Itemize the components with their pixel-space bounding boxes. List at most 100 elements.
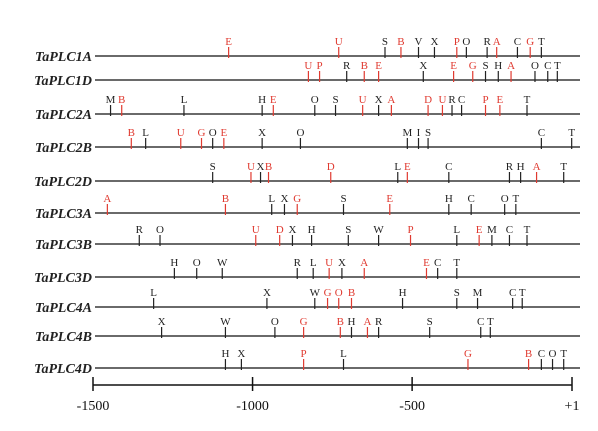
element-label: A: [103, 193, 111, 205]
element-label: C: [477, 316, 484, 328]
element-label: O: [501, 193, 509, 205]
element-label: M: [487, 224, 497, 236]
row-name: TaPLC4B: [35, 330, 92, 345]
element-label: C: [538, 127, 545, 139]
row-name: TaPLC3D: [34, 271, 92, 286]
element-label: M: [473, 287, 483, 299]
row-name: TaPLC3A: [35, 207, 92, 222]
row-name: TaPLC1A: [35, 50, 92, 65]
element-label: M: [106, 94, 116, 106]
element-label: H: [348, 316, 356, 328]
element-label: X: [237, 348, 245, 360]
element-label: S: [340, 193, 346, 205]
row-name: TaPLC2B: [35, 141, 92, 156]
element-label: M: [402, 127, 412, 139]
element-label: C: [538, 348, 545, 360]
row-name: TaPLC4D: [34, 362, 92, 377]
element-label: G: [464, 348, 472, 360]
element-label: R: [506, 161, 514, 173]
element-label: R: [136, 224, 144, 236]
element-label: O: [193, 257, 201, 269]
element-label: R: [294, 257, 302, 269]
element-label: B: [118, 94, 125, 106]
element-label: C: [467, 193, 474, 205]
element-label: U: [335, 36, 343, 48]
element-label: U: [438, 94, 446, 106]
element-label: P: [407, 224, 413, 236]
row-name: TaPLC1D: [34, 74, 92, 89]
element-label: T: [554, 60, 561, 72]
element-label: X: [280, 193, 288, 205]
element-label: H: [308, 224, 316, 236]
element-label: G: [293, 193, 301, 205]
element-label: E: [404, 161, 411, 173]
element-label: X: [338, 257, 346, 269]
element-label: A: [493, 36, 501, 48]
element-label: E: [497, 94, 504, 106]
element-label: B: [361, 60, 368, 72]
element-label: C: [458, 94, 465, 106]
x-tick-label: -500: [399, 399, 425, 414]
element-label: E: [386, 193, 393, 205]
element-label: L: [453, 224, 460, 236]
element-label: T: [568, 127, 575, 139]
element-label: X: [419, 60, 427, 72]
element-label: A: [533, 161, 541, 173]
element-label: C: [445, 161, 452, 173]
element-label: U: [304, 60, 312, 72]
element-label: X: [375, 94, 383, 106]
element-label: W: [217, 257, 228, 269]
element-label: B: [525, 348, 532, 360]
element-label: A: [507, 60, 515, 72]
element-label: W: [220, 316, 231, 328]
row-name: TaPLC3B: [35, 238, 92, 253]
row-name: TaPLC2A: [35, 108, 92, 123]
element-label: G: [198, 127, 206, 139]
element-label: H: [399, 287, 407, 299]
element-label: H: [494, 60, 502, 72]
element-label: O: [209, 127, 217, 139]
x-tick-label: -1500: [77, 399, 110, 414]
row-name: TaPLC4A: [35, 301, 92, 316]
element-label: A: [363, 316, 371, 328]
element-label: U: [252, 224, 260, 236]
element-label: U: [325, 257, 333, 269]
element-label: B: [265, 161, 272, 173]
element-label: C: [514, 36, 521, 48]
element-label: B: [397, 36, 404, 48]
element-label: O: [311, 94, 319, 106]
x-tick-label: -1000: [236, 399, 269, 414]
element-label: G: [526, 36, 534, 48]
element-label: L: [340, 348, 347, 360]
element-label: G: [324, 287, 332, 299]
element-label: L: [310, 257, 317, 269]
element-label: D: [424, 94, 432, 106]
element-label: P: [454, 36, 460, 48]
element-label: X: [288, 224, 296, 236]
x-tick-label: +1: [565, 399, 580, 414]
element-label: T: [524, 224, 531, 236]
element-label: X: [158, 316, 166, 328]
element-label: O: [549, 348, 557, 360]
element-label: S: [332, 94, 338, 106]
element-label: P: [482, 94, 488, 106]
element-label: E: [270, 94, 277, 106]
element-label: E: [220, 127, 227, 139]
element-label: T: [538, 36, 545, 48]
element-label: G: [469, 60, 477, 72]
element-label: T: [512, 193, 519, 205]
element-label: T: [453, 257, 460, 269]
element-label: E: [225, 36, 232, 48]
element-label: T: [524, 94, 531, 106]
element-label: P: [317, 60, 323, 72]
element-label: X: [430, 36, 438, 48]
element-label: E: [450, 60, 457, 72]
element-label: G: [300, 316, 308, 328]
element-label: H: [445, 193, 453, 205]
element-label: W: [310, 287, 321, 299]
element-label: X: [258, 127, 266, 139]
element-label: B: [128, 127, 135, 139]
element-label: R: [375, 316, 383, 328]
element-label: A: [387, 94, 395, 106]
